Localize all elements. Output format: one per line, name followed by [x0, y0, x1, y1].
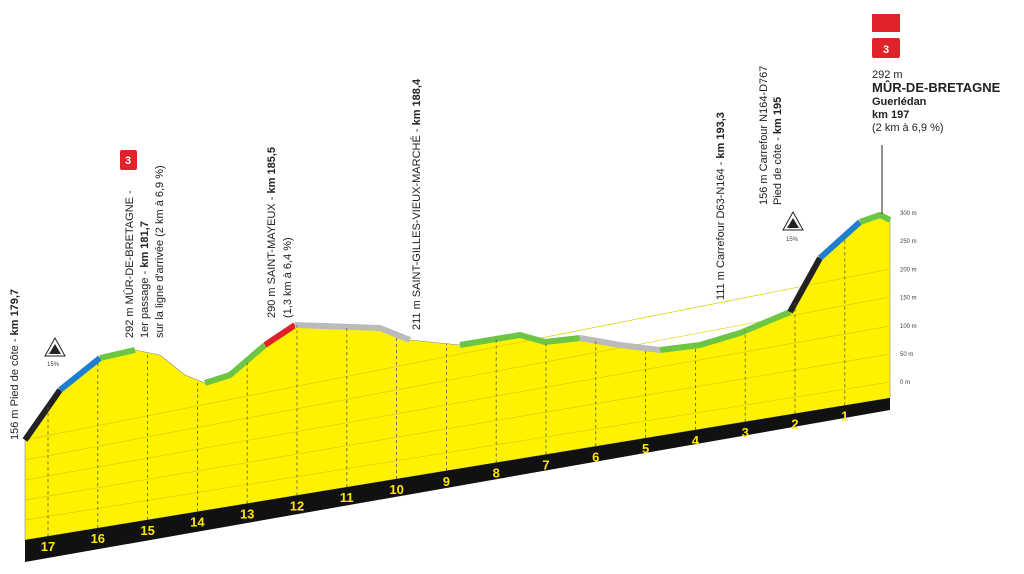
annotation: 156 m Pied de côte - km 179,7 — [9, 289, 21, 440]
grid — [24, 268, 891, 521]
finish-name: MÛR-DE-BRETAGNE — [872, 80, 1001, 95]
badge-label: 3 — [125, 155, 131, 167]
km-marker: 2 — [791, 417, 798, 432]
km-marker: 11 — [340, 490, 354, 505]
annotation-text: Pied de côte - — [772, 134, 784, 205]
km-marker: 10 — [389, 482, 403, 497]
finish-climb: (2 km à 6,9 %) — [872, 122, 944, 134]
axis-label: 50 m — [900, 352, 913, 358]
finish-info: 292 m MÛR-DE-BRETAGNE Guerlédan km 197 (… — [872, 69, 1001, 134]
finish-altitude: 292 m — [872, 69, 903, 81]
annotation-km: km 181,7 — [139, 221, 151, 267]
annotation-km: km 185,5 — [266, 147, 278, 193]
km-marker: 5 — [642, 441, 649, 456]
km-marker: 8 — [493, 466, 500, 481]
annotation-text: 156 m Carrefour N164-D767 — [758, 66, 770, 205]
km-marker: 15 — [140, 523, 154, 538]
annotation-km: km 193,3 — [715, 112, 727, 158]
axis-label: 100 m — [900, 324, 917, 330]
annotation: Pied de côte - km 195 — [772, 97, 784, 205]
badge — [120, 150, 137, 170]
km-marker: 12 — [290, 498, 304, 513]
annotation-text: 156 m Pied de côte - — [9, 335, 21, 440]
km-marker: 3 — [742, 425, 749, 440]
finish-km: km 197 — [872, 109, 909, 121]
axis-label: 150 m — [900, 296, 917, 302]
annotation: 111 m Carrefour D63-N164 - km 193,3 — [715, 112, 727, 300]
annotation: sur la ligne d'arrivée (2 km à 6,9 %) — [154, 165, 166, 338]
km-marker: 4 — [692, 433, 700, 448]
badge — [872, 38, 900, 58]
annotation-text: sur la ligne d'arrivée (2 km à 6,9 %) — [154, 165, 166, 338]
axis-label: 200 m — [900, 267, 917, 273]
gradient: 15% — [47, 362, 60, 368]
annotation: 156 m Carrefour N164-D767 — [758, 66, 770, 205]
km-marker: 14 — [190, 515, 205, 530]
climb-icon — [44, 210, 804, 357]
km-marker: 17 — [41, 539, 55, 554]
annotation-text: (1,3 km à 6,4 %) — [282, 237, 294, 318]
annotation-text: 211 m SAINT-GILLES-VIEUX-MARCHÉ - — [410, 125, 423, 330]
ridge — [22, 212, 892, 442]
km-marker: 9 — [443, 474, 450, 489]
km-marker: 1 — [841, 408, 848, 423]
km-marker: 6 — [592, 449, 599, 464]
annotation-text: 111 m Carrefour D63-N164 - — [715, 159, 727, 300]
annotation-km: km 179,7 — [9, 289, 21, 335]
finish-flag — [872, 14, 900, 32]
axis-label: 0 m — [900, 380, 910, 386]
annotation: 290 m SAINT-MAYEUX - km 185,5 — [266, 147, 278, 318]
badge-label: 3 — [883, 44, 889, 56]
axis-label: 250 m — [900, 239, 917, 245]
annotation-text: 1er passage - — [139, 268, 151, 338]
finish-town: Guerlédan — [872, 96, 927, 108]
annotation-km: km 188,4 — [411, 78, 423, 125]
base-strip — [25, 398, 890, 562]
gradient: 15% — [786, 237, 799, 243]
annotation: 1er passage - km 181,7 — [139, 221, 151, 338]
axis-label: 300 m — [900, 211, 917, 217]
annotation: 211 m SAINT-GILLES-VIEUX-MARCHÉ - km 188… — [410, 78, 423, 330]
km-marker: 13 — [240, 507, 254, 522]
annotation-text: 292 m MÛR-DE-BRETAGNE - — [123, 190, 136, 338]
annotation: 292 m MÛR-DE-BRETAGNE - — [123, 190, 136, 338]
annotation-km: km 195 — [772, 97, 784, 134]
km-marker: 16 — [91, 531, 105, 546]
annotation: (1,3 km à 6,4 %) — [282, 237, 294, 318]
annotation-text: 290 m SAINT-MAYEUX - — [266, 194, 278, 319]
km-marker: 7 — [542, 457, 549, 472]
